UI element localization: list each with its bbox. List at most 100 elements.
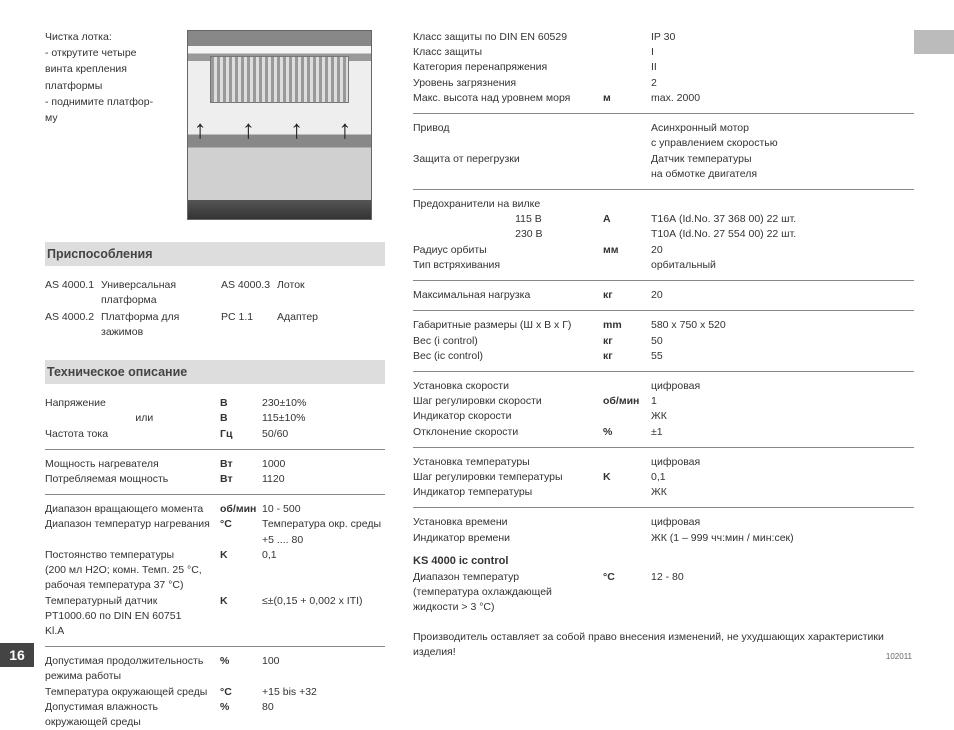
spec-row: Температурный датчикK≤±(0,15 + 0,002 x I… (45, 594, 385, 609)
spec-row: Частота токаГц50/60 (45, 427, 385, 442)
spec-row: Предохранители на вилке (413, 197, 914, 212)
spec-label: Индикатор времени (413, 531, 603, 546)
spec-label: Отклонение скорости (413, 425, 603, 440)
right-spec-table: Класс защиты по DIN EN 60529IP 30Класс з… (413, 30, 914, 546)
spec-value: 1 (651, 394, 914, 409)
acc-name: Платформа для зажимов (101, 310, 221, 340)
spec-value: Температура окр. среды +5 .... 80 (262, 517, 385, 547)
spec-row: Уровень загрязнения2 (413, 76, 914, 91)
spec-row: 230 ВT10А (Id.No. 27 554 00) 22 шт. (413, 227, 914, 242)
spec-label: Защита от перегрузки (413, 152, 603, 167)
spec-value: 0,1 (262, 548, 385, 563)
spec-row: (200 мл H2O; комн. Темп. 25 °C, (45, 563, 385, 578)
spec-row: Макс. высота над уровнем морямmax. 2000 (413, 91, 914, 106)
spec-row: Габаритные размеры (Ш x В x Г)mm580 x 75… (413, 318, 914, 333)
spec-row: Радиус орбитымм20 (413, 243, 914, 258)
spec-divider (45, 646, 385, 647)
spec-row: (температура охлаждающей (413, 585, 914, 600)
spec-value: 0,1 (651, 470, 914, 485)
spec-divider (413, 280, 914, 281)
spec-label: Макс. высота над уровнем моря (413, 91, 603, 106)
spec-label: Класс защиты по DIN EN 60529 (413, 30, 603, 45)
spec-value: 1120 (262, 472, 385, 487)
acc-code: AS 4000.1 (45, 278, 101, 308)
intro-row: Чистка лотка: - открутите четыре винта к… (45, 30, 385, 220)
device-photo (187, 30, 372, 220)
spec-row: Категория перенапряжения II (413, 60, 914, 75)
spec-label: Предохранители на вилке (413, 197, 603, 212)
spec-unit: °C (603, 570, 651, 585)
spec-row: 115 ВAT16А (Id.No. 37 368 00) 22 шт. (413, 212, 914, 227)
spec-label: (температура охлаждающей (413, 585, 603, 600)
spec-value: ≤±(0,15 + 0,002 x ITI) (262, 594, 385, 609)
spec-unit: м (603, 91, 651, 106)
spec-label: или (45, 411, 220, 426)
spec-value: цифровая (651, 455, 914, 470)
spec-value: 2 (651, 76, 914, 91)
footnote-text: Производитель оставляет за собой право в… (413, 630, 914, 660)
spec-row: Вес (i control)кг50 (413, 334, 914, 349)
spec-label: Категория перенапряжения (413, 60, 603, 75)
spec-value: 10 - 500 (262, 502, 385, 517)
acc-code: AS 4000.3 (221, 278, 277, 308)
spec-label: Допустимая продолжительность (45, 654, 220, 669)
spec-value: 55 (651, 349, 914, 364)
spec-divider (45, 494, 385, 495)
spec-row: Допустимая влажность%80 (45, 700, 385, 715)
spec-label: Kl.A (45, 624, 220, 639)
spec-row: рабочая температура 37 °C) (45, 578, 385, 593)
spec-row: Диапазон температур нагревания°CТемперат… (45, 517, 385, 547)
spec-label: 115 В (413, 212, 603, 227)
spec-divider (413, 189, 914, 190)
spec-value: ЖК (1 – 999 чч:мин / мин:сек) (651, 531, 914, 546)
spec-value: на обмотке двигателя (651, 167, 914, 182)
spec-value: ±1 (651, 425, 914, 440)
spec-label: Установка времени (413, 515, 603, 530)
spec-label: Шаг регулировки скорости (413, 394, 603, 409)
spec-unit: Вт (220, 457, 262, 472)
spec-divider (45, 449, 385, 450)
spec-value: 230±10% (262, 396, 385, 411)
spec-value: ЖК (651, 485, 914, 500)
page-number-badge: 16 (0, 643, 34, 667)
spec-row: илиВ115±10% (45, 411, 385, 426)
spec-value: 50/60 (262, 427, 385, 442)
acc-code: PC 1.1 (221, 310, 277, 340)
spec-label: (200 мл H2O; комн. Темп. 25 °C, (45, 563, 220, 578)
spec-value: II (651, 60, 914, 75)
spec-label: PT1000.60 по DIN EN 60751 (45, 609, 220, 624)
spec-label: Класс защиты (413, 45, 603, 60)
spec-row: окружающей среды (45, 715, 385, 730)
spec-row: Установка скоростицифровая (413, 379, 914, 394)
accessories-grid: AS 4000.1 Универсальная платформа AS 400… (45, 278, 385, 340)
spec-row: Диапазон вращающего моментаоб/мин10 - 50… (45, 502, 385, 517)
spec-unit: °C (220, 517, 262, 532)
spec-row: Шаг регулировки температурыK0,1 (413, 470, 914, 485)
spec-row: Отклонение скорости%±1 (413, 425, 914, 440)
spec-unit: мм (603, 243, 651, 258)
spec-row: Тип встряхиванияорбитальный (413, 258, 914, 273)
spec-row: Установка температурыцифровая (413, 455, 914, 470)
spec-unit: K (220, 548, 262, 563)
acc-code: AS 4000.2 (45, 310, 101, 340)
spec-unit: K (603, 470, 651, 485)
spec-row: Постоянство температурыK0,1 (45, 548, 385, 563)
spec-value: ЖК (651, 409, 914, 424)
ks-subsection-header: KS 4000 ic control (413, 554, 914, 570)
intro-l2: - открутите четыре (45, 46, 175, 61)
spec-label: Вес (ic control) (413, 349, 603, 364)
intro-l4: платформы (45, 79, 175, 94)
spec-value: цифровая (651, 515, 914, 530)
spec-row: Индикатор температурыЖК (413, 485, 914, 500)
spec-value: 1000 (262, 457, 385, 472)
spec-unit: % (603, 425, 651, 440)
spec-label: Тип встряхивания (413, 258, 603, 273)
spec-unit: K (220, 594, 262, 609)
spec-unit: кг (603, 334, 651, 349)
left-column: Чистка лотка: - открутите четыре винта к… (45, 30, 385, 730)
spec-row: Вес (ic control)кг55 (413, 349, 914, 364)
spec-row: Класс защиты по DIN EN 60529IP 30 (413, 30, 914, 45)
spec-row: Индикатор времени ЖК (1 – 999 чч:мин / ми… (413, 531, 914, 546)
spec-row: на обмотке двигателя (413, 167, 914, 182)
spec-row: Шаг регулировки скоростиоб/мин1 (413, 394, 914, 409)
